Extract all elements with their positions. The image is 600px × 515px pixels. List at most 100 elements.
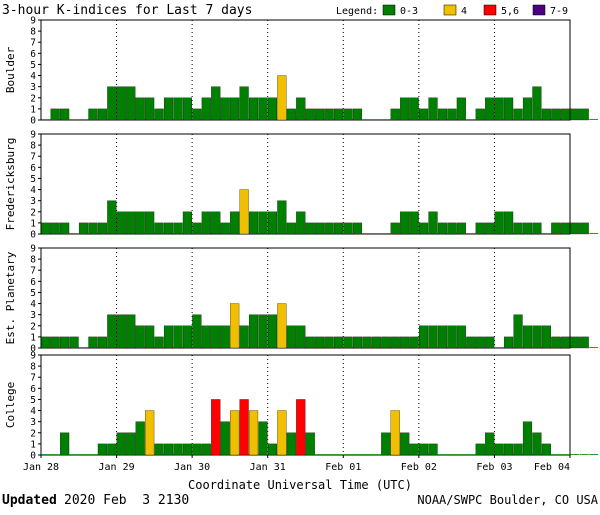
k-index-bar	[163, 222, 174, 235]
y-tick-label: 6	[30, 384, 36, 395]
k-index-bar	[371, 454, 381, 455]
k-index-bar	[107, 443, 117, 456]
k-index-bar	[230, 410, 240, 456]
k-index-bar	[371, 336, 381, 349]
x-tick-label: Jan 29	[99, 462, 135, 473]
k-index-bar	[135, 97, 145, 121]
y-tick-label: 2	[30, 93, 36, 104]
k-index-bar	[41, 454, 51, 455]
k-index-bar	[371, 119, 381, 120]
k-index-bar	[579, 336, 589, 349]
y-tick-label: 9	[30, 351, 36, 362]
k-index-bar	[296, 211, 306, 235]
k-index-bar	[248, 314, 259, 349]
k-index-bar	[267, 314, 278, 349]
k-index-bar	[494, 347, 504, 348]
k-index-bar	[466, 336, 476, 349]
y-tick-label: 6	[30, 277, 36, 288]
chart-panels: 0123456789Boulder0123456789Fredericksbur…	[4, 16, 599, 462]
y-tick-label: 4	[30, 185, 36, 196]
k-index-bar	[532, 325, 542, 349]
y-tick-label: 9	[30, 244, 36, 255]
k-index-bar	[286, 108, 296, 121]
k-index-bar	[248, 211, 259, 235]
y-tick-label: 6	[30, 49, 36, 60]
k-index-bar	[126, 432, 136, 456]
k-index-bar	[182, 443, 192, 456]
y-tick-label: 5	[30, 174, 36, 185]
k-index-bar	[239, 189, 249, 235]
k-index-bar	[437, 222, 448, 235]
credit-text: NOAA/SWPC Boulder, CO USA	[417, 493, 598, 507]
y-tick-label: 2	[30, 207, 36, 218]
y-tick-label: 8	[30, 27, 36, 38]
k-index-bar	[419, 108, 429, 121]
k-index-bar	[560, 336, 570, 349]
k-index-bar	[362, 119, 372, 120]
k-index-bar	[267, 211, 278, 235]
k-index-bar	[522, 421, 533, 456]
k-index-bar	[315, 336, 325, 349]
k-index-bar	[145, 410, 155, 456]
k-index-bar	[419, 443, 429, 456]
y-tick-label: 7	[30, 266, 36, 277]
k-index-bar	[230, 303, 240, 349]
k-index-bar	[409, 211, 419, 235]
legend-entry-2: 5,6	[501, 6, 519, 17]
y-tick-label: 8	[30, 255, 36, 266]
k-index-bar	[541, 233, 551, 234]
k-index-bar	[475, 336, 485, 349]
y-tick-label: 6	[30, 163, 36, 174]
y-tick-label: 3	[30, 196, 36, 207]
k-index-bar	[409, 443, 419, 456]
k-index-bar	[494, 443, 504, 456]
k-index-bar	[277, 410, 287, 456]
k-index-bar	[589, 119, 599, 120]
k-index-bar	[220, 97, 230, 121]
k-index-bar	[333, 108, 344, 121]
k-index-bar	[220, 325, 230, 349]
k-index-bar	[390, 336, 400, 349]
k-index-bar	[324, 108, 334, 121]
k-index-bar	[551, 108, 561, 121]
y-tick-label: 4	[30, 299, 36, 310]
k-index-bar	[315, 222, 325, 235]
k-index-bar	[333, 336, 344, 349]
y-tick-label: 2	[30, 321, 36, 332]
k-index-bar	[532, 432, 542, 456]
k-index-bar	[485, 97, 495, 121]
y-tick-label: 0	[30, 116, 36, 127]
y-tick-label: 1	[30, 439, 36, 450]
y-tick-label: 5	[30, 288, 36, 299]
k-index-bar	[381, 336, 391, 349]
y-tick-label: 8	[30, 362, 36, 373]
k-index-bar	[579, 108, 589, 121]
k-index-bar	[560, 454, 570, 455]
k-index-bar	[211, 86, 221, 121]
k-index-bar	[560, 222, 570, 235]
k-index-bar	[267, 443, 278, 456]
k-index-bar	[126, 86, 136, 121]
k-index-bar	[286, 432, 296, 456]
station-label: Fredericksburg	[4, 138, 17, 231]
k-index-bar	[239, 325, 249, 349]
k-index-bar	[504, 443, 514, 456]
k-index-bar	[79, 454, 88, 455]
k-index-bar	[475, 108, 485, 121]
k-index-bar	[570, 108, 580, 121]
k-index-bar	[447, 108, 457, 121]
k-index-bar	[60, 336, 70, 349]
k-index-bar	[400, 97, 410, 121]
k-index-bar	[381, 432, 391, 456]
k-index-bar	[296, 399, 306, 456]
k-index-bar	[154, 222, 164, 235]
k-index-bar	[522, 97, 533, 121]
k-index-bar	[513, 314, 523, 349]
k-index-bar	[135, 211, 145, 235]
k-index-bar	[60, 222, 70, 235]
k-index-bar	[447, 454, 457, 455]
k-index-bar	[305, 336, 315, 349]
k-index-bar	[116, 314, 126, 349]
k-index-bar	[437, 325, 448, 349]
